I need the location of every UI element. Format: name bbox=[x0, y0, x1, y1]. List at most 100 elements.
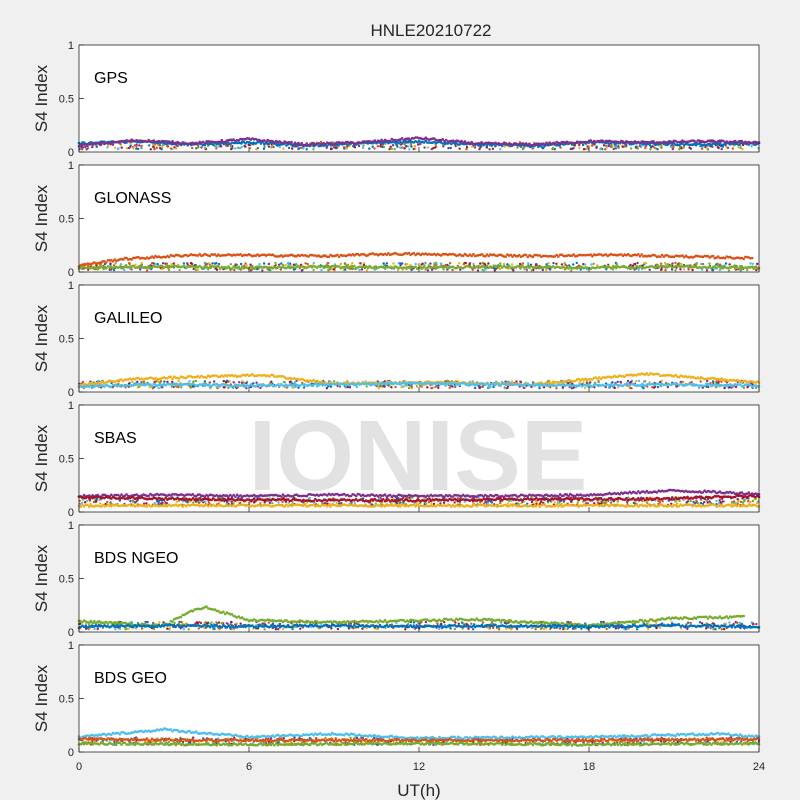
data-point bbox=[419, 385, 422, 388]
data-point bbox=[200, 146, 203, 149]
data-point bbox=[501, 144, 504, 148]
data-point bbox=[114, 262, 117, 265]
data-point bbox=[674, 269, 677, 272]
panel-label: GALILEO bbox=[94, 310, 162, 327]
data-point bbox=[711, 380, 715, 383]
data-point bbox=[755, 501, 759, 504]
data-point bbox=[656, 148, 659, 151]
data-point bbox=[685, 501, 689, 504]
data-point bbox=[504, 255, 508, 258]
data-point bbox=[719, 498, 722, 501]
data-point bbox=[109, 262, 112, 265]
data-point bbox=[239, 262, 243, 266]
panel-label: GLONASS bbox=[94, 190, 171, 207]
data-point bbox=[670, 145, 673, 149]
data-point bbox=[429, 262, 432, 265]
data-point bbox=[194, 268, 198, 272]
data-point bbox=[325, 387, 328, 390]
data-point bbox=[379, 143, 383, 146]
data-point bbox=[269, 268, 272, 272]
data-point bbox=[400, 386, 403, 389]
data-point bbox=[540, 146, 544, 149]
data-point bbox=[481, 385, 484, 389]
data-point bbox=[723, 386, 726, 390]
data-point bbox=[637, 268, 640, 271]
data-point bbox=[431, 386, 434, 390]
data-point bbox=[643, 262, 646, 265]
data-point bbox=[551, 146, 555, 150]
data-point bbox=[302, 386, 306, 389]
data-point bbox=[478, 144, 482, 147]
data-point bbox=[696, 501, 699, 505]
data-point bbox=[131, 380, 134, 384]
data-point bbox=[81, 380, 85, 384]
data-point bbox=[261, 269, 264, 272]
data-point bbox=[205, 262, 209, 266]
data-point bbox=[691, 268, 694, 272]
data-point bbox=[186, 262, 189, 265]
data-point bbox=[86, 499, 89, 503]
data-point bbox=[599, 148, 602, 151]
data-point bbox=[91, 145, 94, 149]
data-point bbox=[412, 147, 415, 151]
data-point bbox=[589, 381, 592, 384]
data-point bbox=[410, 145, 413, 148]
data-point bbox=[538, 386, 541, 390]
data-point bbox=[630, 387, 633, 390]
figure-title: HNLE20210722 bbox=[371, 21, 492, 40]
data-point bbox=[700, 262, 703, 266]
data-point bbox=[487, 262, 490, 265]
data-point bbox=[518, 262, 522, 266]
data-point bbox=[305, 148, 308, 151]
data-point bbox=[290, 140, 293, 144]
data-point bbox=[371, 145, 374, 148]
data-point bbox=[570, 269, 573, 272]
data-point bbox=[659, 262, 663, 265]
data-point bbox=[129, 499, 132, 503]
data-point bbox=[674, 500, 677, 503]
y-tick-label: 0 bbox=[68, 267, 74, 279]
data-point bbox=[154, 380, 158, 383]
data-point bbox=[561, 386, 565, 389]
data-point bbox=[203, 380, 207, 383]
data-point bbox=[410, 385, 413, 389]
data-point bbox=[490, 266, 494, 270]
data-point bbox=[660, 144, 663, 148]
data-point bbox=[166, 144, 169, 148]
data-point bbox=[222, 379, 225, 383]
data-point bbox=[172, 262, 175, 265]
data-point bbox=[458, 262, 461, 265]
data-point bbox=[332, 268, 336, 271]
data-point bbox=[644, 146, 647, 150]
data-point bbox=[434, 146, 437, 149]
data-point bbox=[287, 146, 291, 150]
data-point bbox=[648, 144, 652, 147]
data-point bbox=[156, 263, 159, 266]
y-axis-label: S4 Index bbox=[32, 304, 51, 372]
data-point bbox=[479, 262, 482, 265]
data-point bbox=[361, 146, 365, 149]
y-tick-label: 0.5 bbox=[59, 334, 74, 346]
data-point bbox=[131, 499, 135, 502]
data-point bbox=[277, 263, 281, 266]
data-point bbox=[472, 262, 475, 266]
data-point bbox=[621, 145, 624, 148]
data-point bbox=[215, 147, 218, 150]
data-point bbox=[140, 144, 143, 148]
data-point bbox=[656, 385, 660, 389]
data-point bbox=[228, 380, 231, 383]
data-point bbox=[175, 500, 179, 503]
data-point bbox=[191, 146, 194, 150]
data-point bbox=[604, 148, 607, 151]
data-point bbox=[336, 382, 339, 385]
data-point bbox=[752, 143, 756, 146]
data-point bbox=[180, 386, 183, 389]
data-point bbox=[573, 144, 576, 147]
data-point bbox=[430, 147, 433, 151]
data-point bbox=[157, 144, 160, 147]
data-point bbox=[250, 268, 253, 271]
data-point bbox=[578, 146, 581, 150]
data-point bbox=[640, 253, 643, 256]
